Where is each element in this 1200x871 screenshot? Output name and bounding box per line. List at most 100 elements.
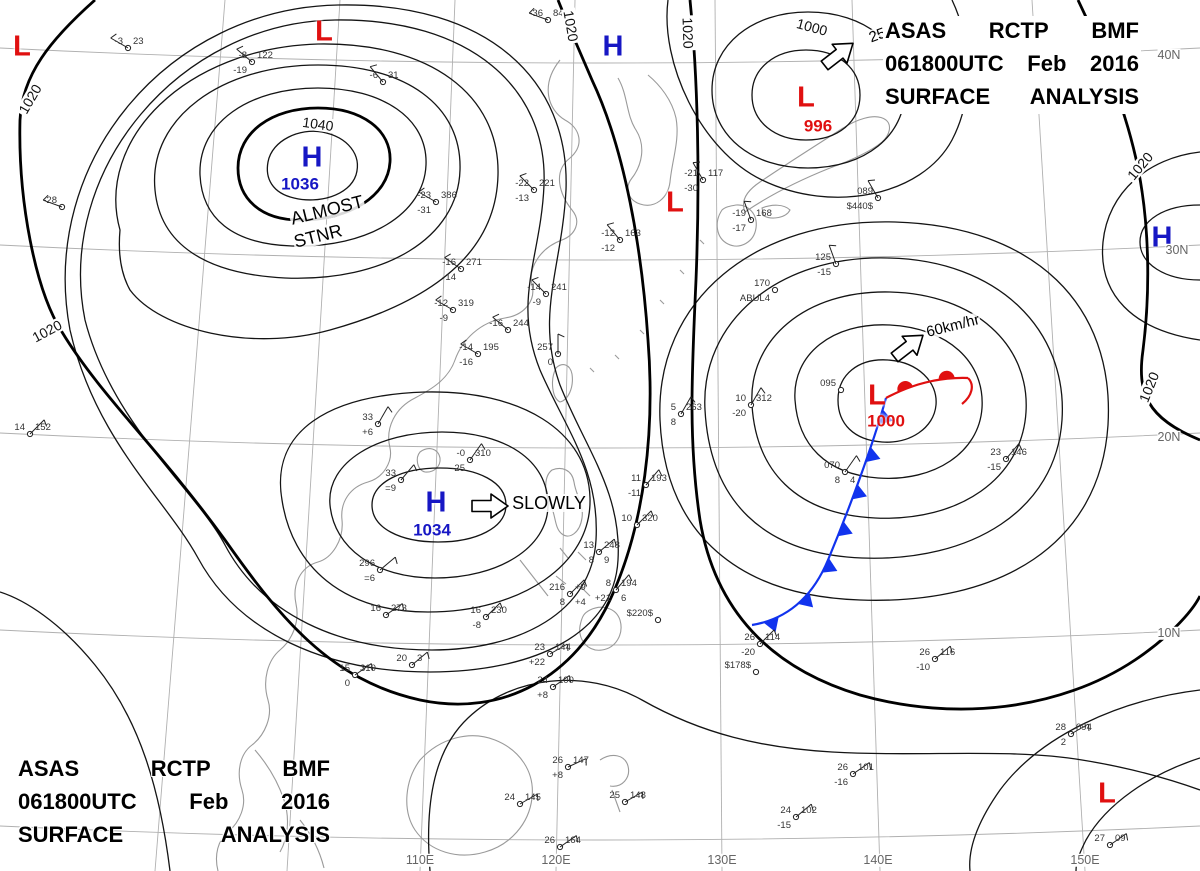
- wind-barb-tick: [641, 791, 644, 800]
- wind-barb-tick: [499, 602, 504, 610]
- station-plot: $178$: [725, 660, 760, 676]
- station-value: 248: [604, 540, 620, 551]
- station-value: 26: [837, 762, 848, 773]
- station-plot: 15 310 0: [339, 663, 375, 689]
- station-value: 24: [537, 675, 548, 686]
- wind-barb-tick: [528, 7, 535, 14]
- title-word: Feb: [189, 789, 229, 814]
- wind-barb-tick: [370, 64, 378, 68]
- title-word: RCTP: [988, 18, 1049, 43]
- graticule-meridian: [154, 0, 226, 871]
- station-value: 4: [850, 475, 855, 486]
- wind-barb: [852, 762, 870, 775]
- station-value: -11: [628, 488, 641, 499]
- title-line: SURFACE ANALYSIS: [18, 822, 330, 848]
- station-value: -23: [417, 190, 431, 201]
- station-value: 8: [835, 475, 840, 486]
- station-value: 221: [539, 178, 555, 189]
- wind-barb: [1005, 443, 1020, 460]
- station-value: 8: [671, 417, 676, 428]
- station-plot: 170 ABUL4: [740, 278, 779, 304]
- wind-barb: [519, 793, 538, 805]
- isobar-path: [751, 49, 861, 141]
- cold-front-triangle: [852, 484, 867, 500]
- wind-barb-tick: [566, 643, 569, 652]
- station-value: -15: [987, 462, 1001, 473]
- wind-barb: [759, 629, 775, 645]
- wind-barb: [692, 162, 704, 181]
- coastline-korea: [617, 74, 678, 206]
- station-plot: 11 193 -11: [628, 469, 667, 499]
- cold-front-triangle: [822, 558, 838, 573]
- wind-barb: [559, 835, 577, 848]
- station-value: 145: [525, 792, 541, 803]
- station-plot: 5 263 8: [671, 396, 702, 428]
- isobar-path: [969, 689, 1200, 871]
- station-value: -6: [370, 70, 378, 81]
- station-value: 101: [858, 762, 874, 773]
- station-value: -14: [442, 272, 456, 283]
- isobar-path: [837, 359, 937, 443]
- station-plot: 26 114 -20: [741, 629, 780, 658]
- station-plot: -3 23: [110, 33, 144, 52]
- station-value: 33: [362, 412, 373, 423]
- station-value: 163: [625, 228, 641, 239]
- wind-barb-tick: [628, 574, 633, 582]
- graticule-parallel: [0, 825, 1200, 841]
- isobar-path-thick-1020-east: [688, 0, 1200, 711]
- movement-arrow: [471, 493, 509, 519]
- station-value: -8: [239, 50, 247, 61]
- wind-barb: [844, 455, 857, 473]
- title-word: 061800UTC: [18, 789, 137, 814]
- station-value: -8: [473, 620, 481, 631]
- station-value: 164: [565, 835, 581, 846]
- station-value: =6: [364, 573, 375, 584]
- station-value: 11: [631, 473, 641, 484]
- station-value: 26: [744, 632, 755, 643]
- station-value: 27: [1094, 833, 1105, 844]
- station-plot: -19 168 -17: [732, 200, 772, 234]
- station-plot: -14 195 -16: [459, 339, 499, 368]
- chart-title-top-right: ASAS RCTP BMF 061800UTC Feb 2016 SURFACE ANAL…: [883, 16, 1141, 114]
- wind-barb-tick: [690, 396, 696, 403]
- station-plot: 25 148: [609, 790, 646, 806]
- wind-barb-tick: [401, 603, 405, 611]
- station-value: 6: [621, 593, 626, 604]
- station-value: -12: [601, 228, 615, 239]
- wind-barb-tick: [370, 663, 374, 671]
- station-value: 100: [558, 675, 574, 686]
- station-value: -16: [442, 257, 456, 268]
- isobar-path: [199, 87, 427, 247]
- title-word: ANALYSIS: [1029, 84, 1139, 109]
- station-value: 8: [560, 597, 565, 608]
- station-value: 125: [815, 252, 831, 263]
- station-value: 0: [345, 678, 350, 689]
- station-value: -30: [684, 183, 698, 194]
- station-plots: -3 23-8 122-19 -6 31-36 84-28 -23 386-31-22 221-…: [14, 7, 1129, 851]
- wind-barb-tick: [1125, 833, 1129, 841]
- title-word: 2016: [1090, 51, 1139, 76]
- station-value: 070: [824, 460, 840, 471]
- station-value: +21: [595, 593, 611, 604]
- station-value: 84: [553, 8, 564, 19]
- station-plot: 26 147 +8: [552, 755, 589, 781]
- station-value: 116: [940, 647, 955, 658]
- wind-barb-tick: [536, 793, 539, 802]
- isobar-path: [1139, 204, 1200, 281]
- wind-barb: [379, 556, 396, 571]
- station-circle: [654, 616, 662, 624]
- station-value: 148: [630, 790, 646, 801]
- wind-barb: [377, 406, 389, 425]
- station-value: 10: [735, 393, 746, 404]
- station-plot: 13 248 8 9: [583, 538, 620, 566]
- station-plot: -14 241 -9: [527, 276, 567, 308]
- station-value: -22: [515, 178, 529, 189]
- coastline-ryukyu-islands: [589, 239, 705, 373]
- cold-front-triangle: [763, 617, 779, 633]
- wind-barb-tick: [387, 406, 393, 413]
- station-value: 26: [552, 755, 563, 766]
- wind-barb-tick: [867, 179, 876, 182]
- movement-arrow: [890, 334, 924, 363]
- wind-barb: [569, 579, 585, 595]
